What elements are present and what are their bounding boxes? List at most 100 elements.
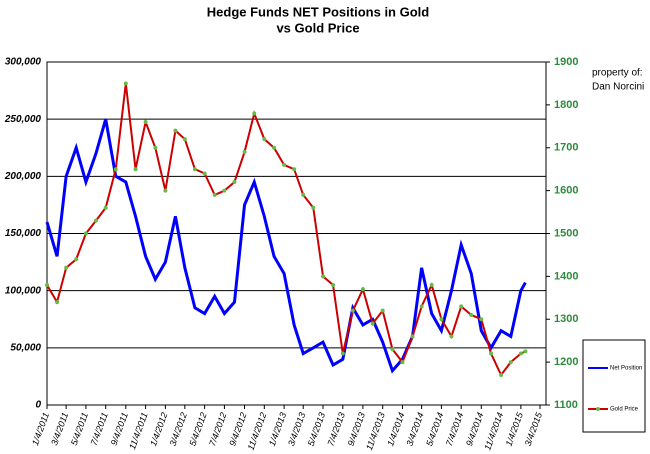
annotation: property of: bbox=[592, 68, 643, 79]
series-marker bbox=[202, 171, 207, 176]
x-tick-label: 3/4/2013 bbox=[286, 411, 307, 447]
series-marker bbox=[74, 257, 79, 262]
series-marker bbox=[45, 282, 49, 287]
series-marker bbox=[153, 145, 158, 150]
x-tick-label: 11/4/2011 bbox=[127, 411, 150, 451]
y2-tick-label: 1900 bbox=[554, 56, 578, 68]
x-tick-label: 5/4/2014 bbox=[424, 411, 445, 447]
y2-tick-label: 1500 bbox=[554, 227, 578, 239]
annotation: Dan Norcini bbox=[592, 82, 644, 93]
series-marker bbox=[459, 304, 464, 309]
x-tick-label: 7/4/2012 bbox=[207, 411, 228, 447]
series-marker bbox=[439, 317, 444, 322]
series-marker bbox=[113, 167, 118, 172]
x-tick-label: 5/4/2012 bbox=[187, 411, 208, 447]
x-tick-label: 11/4/2014 bbox=[482, 411, 505, 451]
x-tick-label: 3/4/2015 bbox=[523, 410, 545, 447]
series-marker bbox=[182, 137, 187, 142]
x-tick-label: 5/4/2011 bbox=[69, 411, 90, 447]
y2-tick-label: 1700 bbox=[554, 142, 578, 154]
y2-tick-label: 1600 bbox=[554, 185, 578, 197]
series-marker bbox=[429, 282, 434, 287]
x-tick-label: 3/4/2011 bbox=[49, 411, 70, 447]
series-marker bbox=[212, 192, 217, 197]
series-marker bbox=[103, 205, 108, 210]
x-tick-label: 7/4/2013 bbox=[326, 411, 347, 447]
x-tick-label: 1/4/2014 bbox=[385, 411, 406, 447]
x-tick-label: 11/4/2013 bbox=[364, 411, 387, 451]
series-marker bbox=[469, 312, 474, 317]
series-marker bbox=[419, 304, 424, 309]
series-marker bbox=[311, 205, 316, 210]
series-marker bbox=[192, 167, 197, 172]
y2-tick-label: 1400 bbox=[554, 270, 578, 282]
x-tick-label: 3/4/2012 bbox=[168, 411, 189, 447]
legend-marker bbox=[596, 407, 600, 411]
series-marker bbox=[410, 334, 415, 339]
series-marker bbox=[55, 300, 60, 305]
x-tick-label: 1/4/2015 bbox=[504, 410, 526, 447]
series-marker bbox=[232, 180, 237, 185]
x-tick-label: 11/4/2012 bbox=[246, 411, 269, 451]
legend bbox=[582, 339, 646, 433]
x-tick-label: 7/4/2014 bbox=[444, 411, 465, 447]
y-tick-label: 100,000 bbox=[5, 285, 42, 296]
series-marker bbox=[499, 372, 504, 377]
series-line bbox=[45, 118, 527, 374]
y-tick-label: 150,000 bbox=[5, 228, 42, 239]
series-marker bbox=[163, 188, 168, 193]
series-marker bbox=[301, 192, 306, 197]
x-tick-label: 1/4/2011 bbox=[30, 411, 51, 447]
x-tick-label: 1/4/2012 bbox=[148, 411, 169, 447]
x-tick-label: 7/4/2011 bbox=[89, 411, 110, 447]
series-marker bbox=[321, 274, 326, 279]
x-tick-label: 1/4/2013 bbox=[267, 411, 288, 447]
x-tick-label: 9/4/2013 bbox=[346, 411, 367, 447]
series-marker bbox=[282, 162, 287, 167]
series-marker bbox=[380, 308, 385, 313]
series-marker bbox=[350, 308, 355, 313]
y-tick-label: 50,000 bbox=[10, 342, 41, 353]
chart-subtitle: vs Gold Price bbox=[276, 20, 359, 35]
series-marker bbox=[123, 81, 128, 86]
legend-label: Gold Price bbox=[610, 407, 639, 413]
series-marker bbox=[508, 360, 513, 365]
series-marker bbox=[489, 351, 494, 356]
x-tick-label: 5/4/2013 bbox=[306, 411, 327, 447]
series-marker bbox=[400, 360, 405, 365]
y-tick-label: 250,000 bbox=[4, 114, 42, 125]
y-tick-label: 0 bbox=[35, 400, 41, 411]
x-tick-label: 9/4/2011 bbox=[109, 411, 130, 447]
legend-label: Net Position bbox=[610, 366, 642, 372]
series-marker bbox=[252, 111, 257, 116]
series-marker bbox=[518, 351, 523, 356]
y2-tick-label: 1200 bbox=[554, 356, 578, 368]
series-marker bbox=[370, 321, 375, 326]
series-marker bbox=[360, 287, 365, 292]
series-marker bbox=[173, 128, 178, 133]
series-marker bbox=[479, 317, 484, 322]
series-marker bbox=[331, 282, 336, 287]
chart-title: Hedge Funds NET Positions in Gold bbox=[207, 4, 430, 19]
series-line bbox=[46, 83, 526, 377]
series-marker bbox=[222, 188, 227, 193]
x-tick-label: 9/4/2012 bbox=[227, 411, 248, 447]
y-tick-label: 200,000 bbox=[4, 171, 42, 182]
series-marker bbox=[83, 231, 88, 236]
x-tick-label: 3/4/2014 bbox=[404, 411, 425, 447]
series-marker bbox=[93, 218, 98, 223]
series-marker bbox=[143, 120, 148, 125]
series-marker bbox=[292, 167, 297, 172]
y-tick-label: 300,000 bbox=[5, 57, 42, 68]
series-marker bbox=[390, 347, 395, 352]
y2-tick-label: 1100 bbox=[554, 399, 578, 411]
series-marker bbox=[523, 349, 528, 354]
y2-tick-label: 1300 bbox=[554, 313, 578, 325]
x-tick-label: 9/4/2014 bbox=[464, 411, 485, 447]
series-marker bbox=[242, 150, 247, 155]
series-marker bbox=[262, 137, 267, 142]
series-marker bbox=[272, 145, 277, 150]
series-marker bbox=[449, 334, 454, 339]
series-marker bbox=[340, 351, 345, 356]
